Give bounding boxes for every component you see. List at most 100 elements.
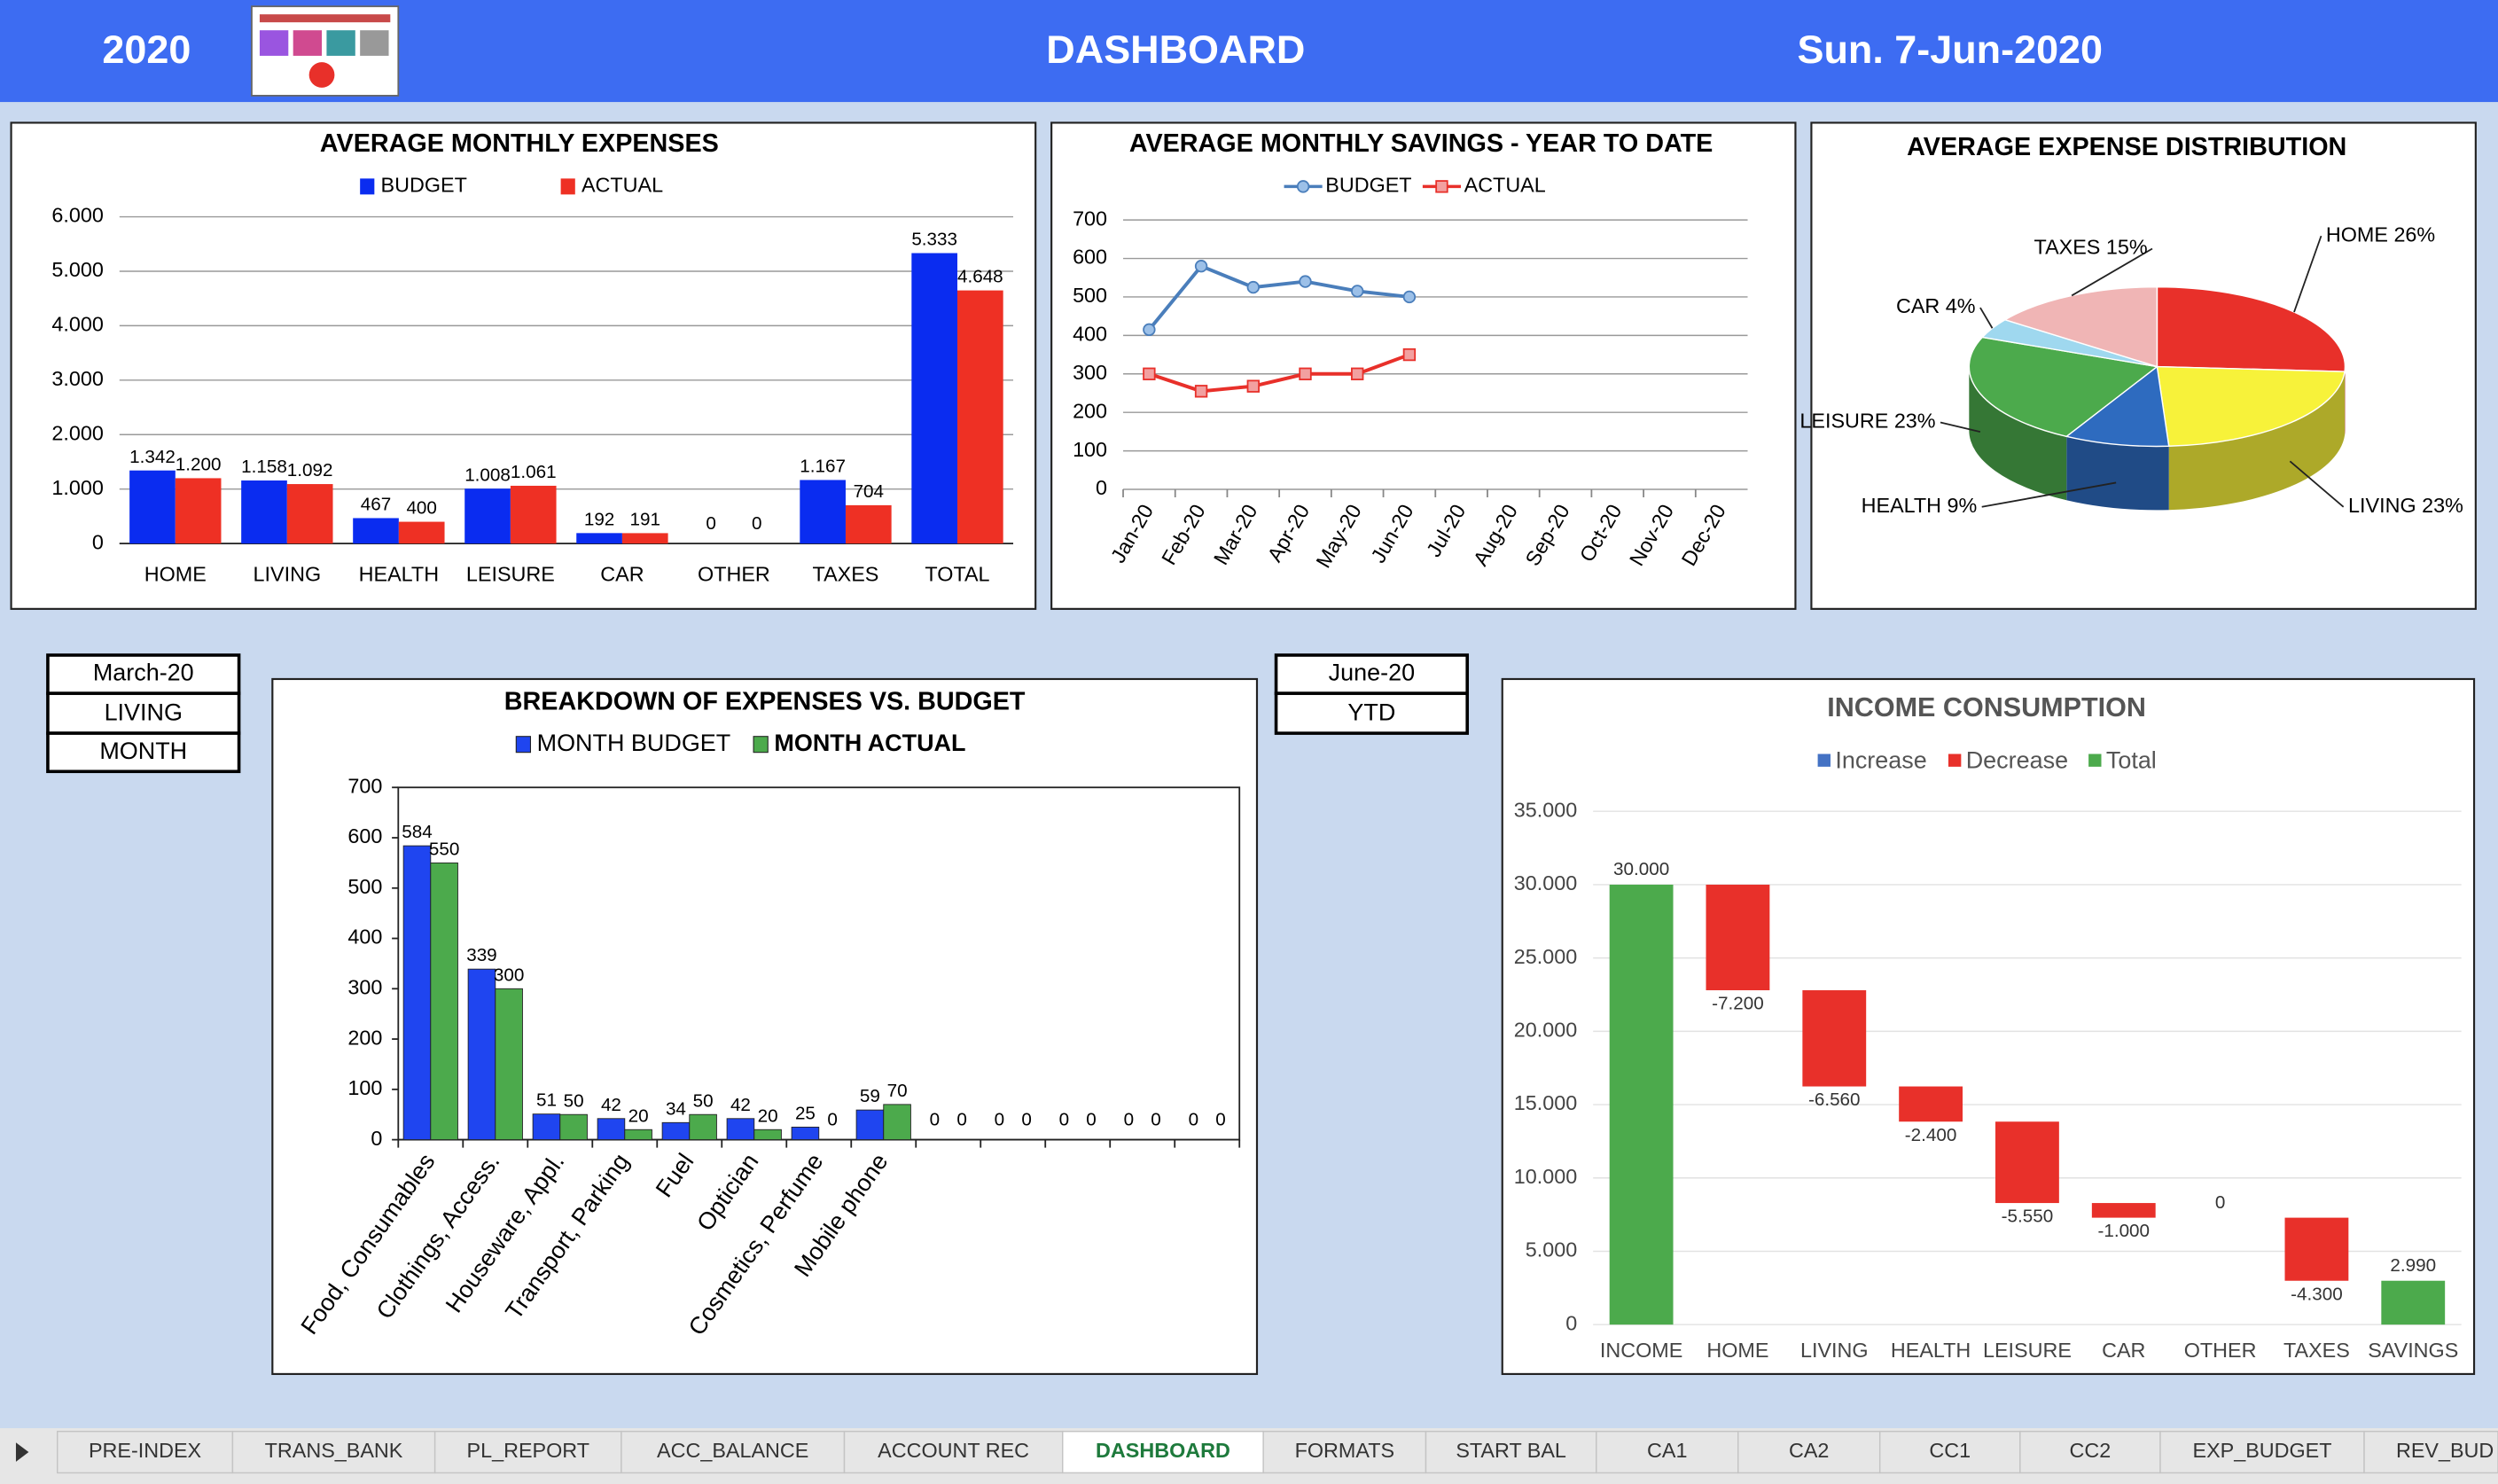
bar [855, 1109, 885, 1141]
point [1194, 260, 1208, 273]
data-label: 1.342 [129, 447, 176, 467]
legend-swatch [560, 178, 575, 195]
sheet-tab[interactable] [1596, 1430, 1739, 1474]
bar [957, 290, 1003, 544]
selector-box[interactable] [46, 691, 241, 735]
data-label: 0 [752, 513, 761, 534]
line [1148, 353, 1410, 394]
sheet-tab[interactable] [2019, 1430, 2161, 1474]
header-year: 2020 [102, 27, 191, 72]
bar [510, 485, 557, 544]
bar [467, 968, 496, 1141]
selector-box[interactable] [46, 653, 241, 695]
data-label: 192 [584, 509, 614, 529]
data-label: TAXES 15% [2034, 236, 2148, 259]
sheet-tab[interactable] [1878, 1430, 2021, 1474]
sheet-tab-label: DASHBOARD [1096, 1439, 1230, 1462]
selector-box[interactable] [1274, 691, 1470, 735]
chart-title: INCOME CONSUMPTION [1827, 692, 2146, 722]
x-tick-label: HEALTH [359, 562, 439, 585]
pie-side [2168, 371, 2346, 511]
y-tick-label: 400 [347, 926, 382, 949]
x-tick-label: INCOME [1600, 1339, 1682, 1362]
bar [621, 533, 668, 544]
x-tick-label: SAVINGS [2368, 1339, 2458, 1362]
point [1143, 323, 1156, 337]
bar [402, 845, 432, 1141]
selector-box[interactable] [46, 731, 241, 774]
x-tick-label: LIVING [1800, 1339, 1869, 1362]
y-tick-label: 25.000 [1514, 945, 1577, 968]
y-tick-label: 100 [347, 1076, 382, 1099]
sheet-tab[interactable] [1062, 1430, 1264, 1474]
sheet-tab[interactable] [2159, 1430, 2365, 1474]
bar [2381, 1280, 2446, 1325]
data-label: -2.400 [1905, 1125, 1957, 1145]
sheet-tab[interactable] [56, 1430, 234, 1474]
y-tick-label: 0 [1565, 1311, 1577, 1334]
sheet-tab[interactable] [2363, 1430, 2498, 1474]
bar [241, 480, 287, 544]
y-tick-label: 1.000 [51, 476, 103, 499]
data-label: 0 [1215, 1109, 1225, 1129]
selector-text: March-20 [93, 660, 194, 686]
data-label: 0 [827, 1109, 837, 1129]
header-date: Sun. 7-Jun-2020 [1797, 27, 2103, 72]
y-tick-label: 500 [1073, 284, 1107, 307]
bar [911, 253, 958, 544]
x-tick-label: LIVING [254, 562, 322, 585]
data-label: 1.167 [800, 457, 846, 477]
y-tick-label: 3.000 [51, 367, 103, 390]
sheet-tab[interactable] [1425, 1430, 1597, 1474]
header-icon [251, 5, 400, 97]
point [1402, 290, 1417, 304]
y-tick-label: 0 [1096, 476, 1107, 499]
sheet-tab[interactable] [231, 1430, 436, 1474]
data-label: 51 [536, 1090, 557, 1111]
x-tick-label: TAXES [2283, 1339, 2350, 1362]
sheet-tab[interactable] [621, 1430, 846, 1474]
point [1299, 275, 1312, 288]
sheet-tab[interactable] [433, 1430, 622, 1474]
y-tick-label: 600 [1073, 246, 1107, 269]
sheet-tab-label: ACCOUNT REC [878, 1439, 1029, 1462]
point [1402, 348, 1417, 362]
selector-box[interactable] [1274, 653, 1470, 695]
data-label: HEALTH 9% [1862, 494, 1978, 517]
data-label: 2.990 [2390, 1255, 2436, 1276]
y-tick-label: 400 [1073, 323, 1107, 346]
sheet-tab-label: PL_REPORT [467, 1439, 589, 1462]
y-tick-label: 0 [371, 1127, 382, 1150]
sheet-tab-label: CC1 [1929, 1439, 1971, 1462]
bar [689, 1113, 717, 1141]
legend-swatch [515, 736, 532, 754]
sheet-tab[interactable] [1737, 1430, 1881, 1474]
sheet-tab[interactable] [843, 1430, 1064, 1474]
x-tick-label: HOME [1706, 1339, 1768, 1362]
bar [1706, 884, 1770, 991]
legend-label: BUDGET [1325, 174, 1411, 197]
point [1351, 285, 1364, 298]
tab-scroll[interactable] [15, 1442, 29, 1462]
point [1143, 367, 1156, 380]
data-label: 1.008 [464, 465, 511, 485]
legend-swatch [1817, 754, 1831, 767]
chart-title: AVERAGE MONTHLY EXPENSES [320, 129, 719, 158]
bar [532, 1113, 561, 1141]
x-tick-label: HEALTH [1891, 1339, 1971, 1362]
data-label: 467 [361, 495, 391, 515]
legend-marker [1296, 180, 1310, 193]
bar [430, 862, 458, 1141]
bar [1802, 990, 1867, 1087]
data-label: 550 [429, 839, 459, 859]
data-label: 50 [564, 1090, 584, 1111]
data-label: -6.560 [1808, 1090, 1861, 1110]
leader-line [2289, 460, 2345, 508]
data-label: 42 [601, 1095, 621, 1115]
bar [129, 470, 176, 544]
y-tick-label: 5.000 [1526, 1238, 1577, 1261]
bar [1995, 1121, 2059, 1204]
data-label: 42 [730, 1095, 751, 1115]
data-label: 50 [693, 1090, 714, 1111]
selector-text: MONTH [99, 738, 187, 764]
